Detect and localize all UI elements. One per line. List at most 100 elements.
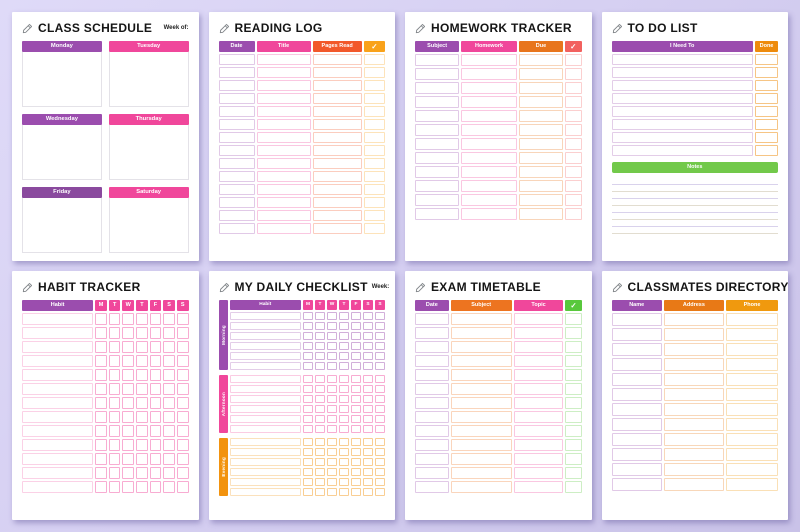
table-cell[interactable] <box>415 425 449 437</box>
habit-cell[interactable] <box>22 425 94 437</box>
table-cell[interactable] <box>312 184 362 195</box>
habit-cell[interactable] <box>22 481 94 493</box>
notes-line[interactable] <box>611 206 778 213</box>
table-cell[interactable] <box>611 448 662 461</box>
habit-checkbox[interactable] <box>95 411 107 423</box>
table-cell[interactable] <box>565 397 582 409</box>
checklist-checkbox[interactable] <box>315 395 325 403</box>
checklist-checkbox[interactable] <box>303 312 313 320</box>
checklist-checkbox[interactable] <box>363 375 373 383</box>
habit-checkbox[interactable] <box>95 313 107 325</box>
table-cell[interactable] <box>218 80 255 91</box>
table-cell[interactable] <box>565 194 582 206</box>
habit-checkbox[interactable] <box>163 313 175 325</box>
table-cell[interactable] <box>415 96 460 108</box>
habit-checkbox[interactable] <box>176 481 189 493</box>
checklist-checkbox[interactable] <box>351 395 361 403</box>
table-cell[interactable] <box>218 197 255 208</box>
table-cell[interactable] <box>726 373 778 386</box>
checklist-cell[interactable] <box>229 458 301 466</box>
habit-checkbox[interactable] <box>136 411 148 423</box>
checklist-checkbox[interactable] <box>351 352 361 360</box>
table-cell[interactable] <box>312 54 362 65</box>
notes-line[interactable] <box>611 199 778 206</box>
table-cell[interactable] <box>415 355 449 367</box>
table-cell[interactable] <box>363 80 385 91</box>
table-cell[interactable] <box>461 208 517 220</box>
table-cell[interactable] <box>363 171 385 182</box>
table-cell[interactable] <box>726 328 778 341</box>
table-cell[interactable] <box>312 119 362 130</box>
table-cell[interactable] <box>513 341 564 353</box>
checklist-cell[interactable] <box>229 425 301 433</box>
habit-checkbox[interactable] <box>176 425 189 437</box>
checklist-checkbox[interactable] <box>375 488 385 496</box>
checklist-checkbox[interactable] <box>315 478 325 486</box>
checklist-checkbox[interactable] <box>327 312 337 320</box>
table-cell[interactable] <box>513 383 564 395</box>
checklist-checkbox[interactable] <box>303 478 313 486</box>
table-cell[interactable] <box>415 327 449 339</box>
checklist-checkbox[interactable] <box>315 438 325 446</box>
habit-checkbox[interactable] <box>149 439 162 451</box>
checklist-checkbox[interactable] <box>375 342 385 350</box>
day-notes-area[interactable] <box>108 198 189 253</box>
habit-cell[interactable] <box>22 313 94 325</box>
table-cell[interactable] <box>518 82 564 94</box>
table-cell[interactable] <box>663 343 724 356</box>
habit-checkbox[interactable] <box>122 411 135 423</box>
checklist-cell[interactable] <box>229 448 301 456</box>
checklist-checkbox[interactable] <box>375 405 385 413</box>
table-cell[interactable] <box>256 80 311 91</box>
table-cell[interactable] <box>363 158 385 169</box>
habit-checkbox[interactable] <box>136 481 148 493</box>
table-cell[interactable] <box>518 124 564 136</box>
checklist-checkbox[interactable] <box>351 332 361 340</box>
checklist-checkbox[interactable] <box>315 468 325 476</box>
habit-checkbox[interactable] <box>149 411 162 423</box>
checklist-checkbox[interactable] <box>303 488 313 496</box>
table-cell[interactable] <box>363 210 385 221</box>
table-cell[interactable] <box>565 208 582 220</box>
habit-checkbox[interactable] <box>108 439 121 451</box>
habit-checkbox[interactable] <box>163 369 175 381</box>
habit-checkbox[interactable] <box>149 467 162 479</box>
checklist-checkbox[interactable] <box>375 312 385 320</box>
checklist-checkbox[interactable] <box>303 375 313 383</box>
table-cell[interactable] <box>450 383 512 395</box>
table-cell[interactable] <box>663 313 724 326</box>
checklist-checkbox[interactable] <box>327 395 337 403</box>
table-cell[interactable] <box>513 327 564 339</box>
checklist-checkbox[interactable] <box>375 458 385 466</box>
table-cell[interactable] <box>565 439 582 451</box>
table-cell[interactable] <box>663 403 724 416</box>
done-checkbox[interactable] <box>754 67 778 78</box>
checklist-checkbox[interactable] <box>315 332 325 340</box>
checklist-checkbox[interactable] <box>327 488 337 496</box>
table-cell[interactable] <box>611 358 662 371</box>
habit-checkbox[interactable] <box>163 439 175 451</box>
checklist-checkbox[interactable] <box>363 395 373 403</box>
habit-checkbox[interactable] <box>176 355 189 367</box>
checklist-checkbox[interactable] <box>363 385 373 393</box>
table-cell[interactable] <box>611 463 662 476</box>
habit-checkbox[interactable] <box>163 411 175 423</box>
habit-checkbox[interactable] <box>149 327 162 339</box>
checklist-checkbox[interactable] <box>339 478 349 486</box>
table-cell[interactable] <box>611 343 662 356</box>
table-cell[interactable] <box>256 93 311 104</box>
table-cell[interactable] <box>518 166 564 178</box>
done-checkbox[interactable] <box>754 106 778 117</box>
habit-checkbox[interactable] <box>149 355 162 367</box>
table-cell[interactable] <box>312 158 362 169</box>
habit-checkbox[interactable] <box>176 467 189 479</box>
checklist-checkbox[interactable] <box>303 468 313 476</box>
habit-checkbox[interactable] <box>163 453 175 465</box>
table-cell[interactable] <box>450 425 512 437</box>
table-cell[interactable] <box>256 158 311 169</box>
table-cell[interactable] <box>415 369 449 381</box>
table-cell[interactable] <box>256 145 311 156</box>
habit-cell[interactable] <box>22 453 94 465</box>
table-cell[interactable] <box>461 194 517 206</box>
table-cell[interactable] <box>726 463 778 476</box>
